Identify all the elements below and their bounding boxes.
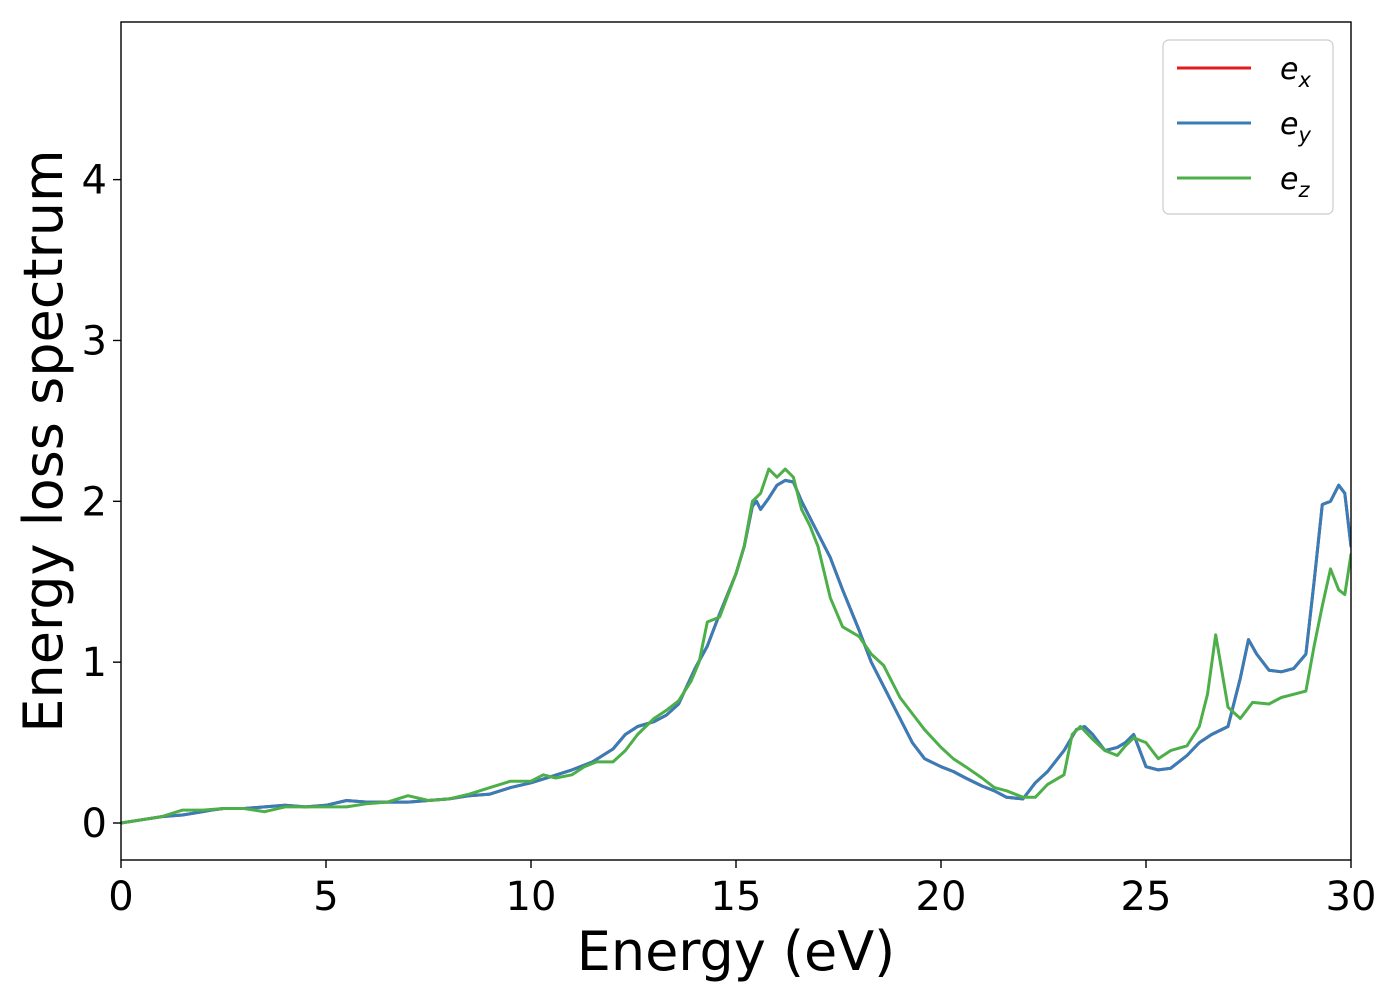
x-tick-label: 25 bbox=[1121, 874, 1172, 920]
x-axis-label: Energy (eV) bbox=[577, 920, 896, 983]
legend-label-x: ex bbox=[1280, 52, 1311, 92]
x-tick-label: 15 bbox=[711, 874, 762, 920]
y-tick-label: 1 bbox=[82, 640, 107, 686]
y-axis-label: Energy loss spectrum bbox=[12, 149, 75, 732]
x-axis: 0 5 10 15 20 25 30 bbox=[108, 860, 1376, 920]
x-tick-label: 30 bbox=[1326, 874, 1377, 920]
x-tick-label: 5 bbox=[313, 874, 338, 920]
y-tick-label: 3 bbox=[82, 318, 107, 364]
y-tick-label: 4 bbox=[82, 158, 107, 204]
x-tick-label: 10 bbox=[506, 874, 557, 920]
x-tick-label: 20 bbox=[916, 874, 967, 920]
y-tick-label: 2 bbox=[82, 479, 107, 525]
series-layer bbox=[121, 467, 1351, 825]
y-tick-label: 0 bbox=[82, 801, 107, 847]
legend: ex ey ez bbox=[1162, 39, 1334, 215]
series-line-x bbox=[121, 478, 1351, 825]
series-line-y bbox=[121, 478, 1351, 825]
legend-box bbox=[1162, 39, 1334, 215]
series-line-z bbox=[121, 467, 1351, 825]
x-tick-label: 0 bbox=[108, 874, 133, 920]
y-axis: 0 1 2 3 4 bbox=[82, 158, 121, 847]
legend-label-z: ez bbox=[1280, 162, 1310, 202]
legend-label-y: ey bbox=[1280, 107, 1311, 147]
